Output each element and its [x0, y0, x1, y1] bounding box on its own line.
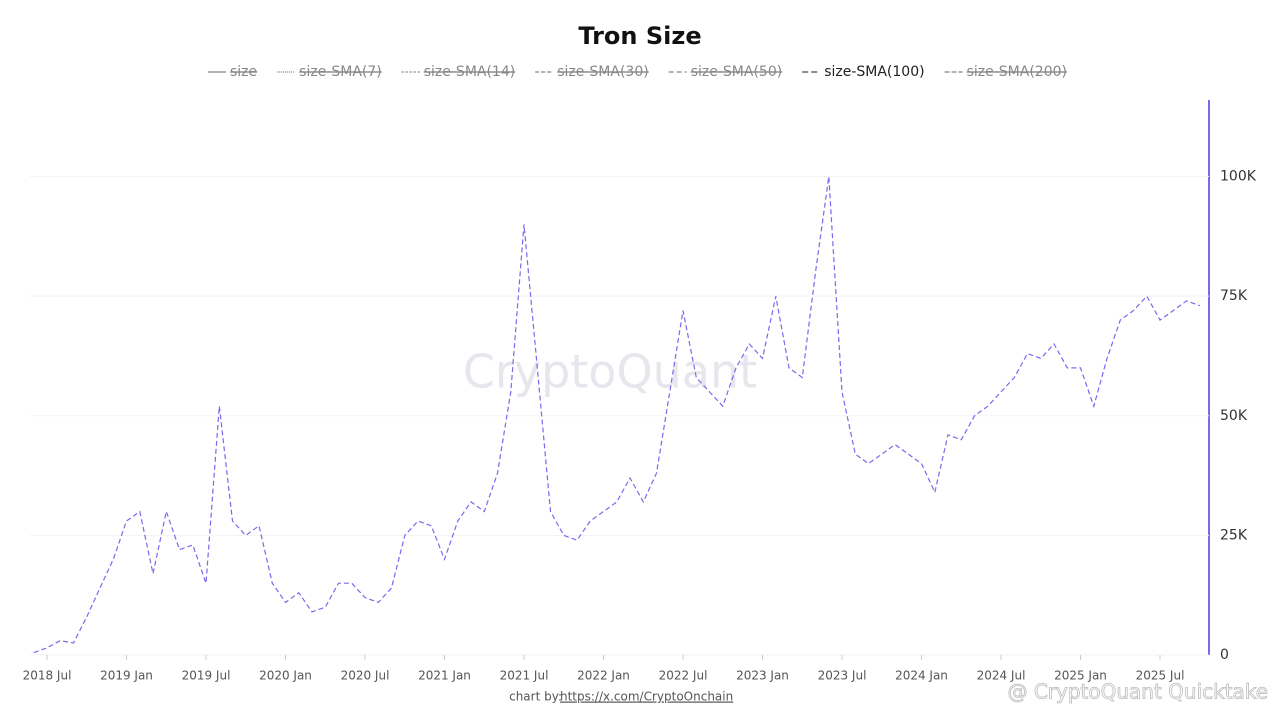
data-line [33, 176, 1201, 654]
y-tick-label: 50K [1220, 408, 1248, 424]
x-tick-label: 2022 Jul [659, 669, 708, 683]
watermark: CryptoQuant [463, 345, 757, 399]
x-tick-label: 2018 Jul [23, 669, 72, 683]
y-tick-label: 100K [1220, 169, 1257, 185]
x-tick-label: 2021 Jan [418, 669, 471, 683]
chart-title: Tron Size [578, 22, 701, 50]
credit-prefix: chart by: [509, 690, 562, 704]
x-tick-label: 2023 Jan [736, 669, 789, 683]
x-tick-label: 2021 Jul [500, 669, 549, 683]
x-tick-label: 2024 Jul [977, 669, 1026, 683]
y-tick-label: 0 [1220, 647, 1229, 663]
legend-label[interactable]: size-SMA(7) [299, 64, 382, 80]
corner-text: @ CryptoQuant Quicktake [1007, 680, 1268, 704]
legend-label[interactable]: size-SMA(200) [967, 64, 1067, 80]
x-tick-label: 2020 Jul [341, 669, 390, 683]
legend-label[interactable]: size-SMA(100) [824, 64, 924, 80]
legend-label[interactable]: size-SMA(30) [557, 64, 648, 80]
y-tick-label: 25K [1220, 527, 1248, 543]
y-tick-label: 75K [1220, 288, 1248, 304]
legend-label[interactable]: size-SMA(50) [691, 64, 782, 80]
legend-label[interactable]: size-SMA(14) [424, 64, 515, 80]
x-tick-label: 2025 Jan [1054, 669, 1107, 683]
legend-label[interactable]: size [230, 64, 257, 80]
x-tick-label: 2024 Jan [895, 669, 948, 683]
x-tick-label: 2022 Jan [577, 669, 630, 683]
x-tick-label: 2019 Jan [100, 669, 153, 683]
x-tick-label: 2025 Jul [1136, 669, 1185, 683]
x-tick-label: 2023 Jul [818, 669, 867, 683]
x-tick-label: 2019 Jul [182, 669, 231, 683]
credit-link[interactable]: https://x.com/CryptoOnchain [560, 690, 733, 704]
x-tick-label: 2020 Jan [259, 669, 312, 683]
